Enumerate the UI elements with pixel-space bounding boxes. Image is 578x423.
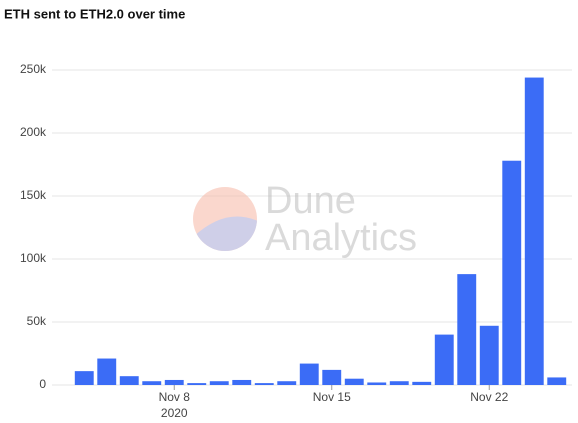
bar — [254, 383, 274, 385]
bar — [187, 383, 207, 385]
y-tick-label: 100k — [20, 251, 47, 265]
bar — [97, 358, 117, 385]
bar — [164, 379, 184, 385]
bar — [412, 381, 432, 385]
bar — [232, 379, 252, 385]
bar — [434, 334, 454, 385]
y-tick-label: 200k — [20, 125, 47, 139]
bar — [344, 378, 364, 385]
bar — [502, 160, 522, 385]
watermark-text: Dune — [265, 180, 356, 222]
watermark-text: Analytics — [265, 217, 417, 259]
bar — [389, 381, 409, 385]
bar — [142, 381, 162, 385]
x-tick-label: Nov 15 — [313, 390, 351, 404]
bar — [457, 274, 477, 385]
x-tick-label: Nov 22 — [470, 390, 508, 404]
bar — [479, 325, 499, 385]
x-tick-label: Nov 8 — [159, 390, 191, 404]
bar — [367, 382, 387, 385]
bar — [299, 363, 319, 385]
bar — [74, 371, 94, 385]
bar — [547, 377, 567, 385]
bar — [119, 376, 139, 385]
y-tick-label: 150k — [20, 188, 47, 202]
watermark: Dune Analytics — [193, 180, 417, 259]
chart-title: ETH sent to ETH2.0 over time — [4, 6, 185, 21]
y-tick-label: 0 — [39, 377, 46, 391]
y-tick-label: 250k — [20, 62, 47, 76]
bar — [209, 381, 229, 385]
bar — [322, 369, 342, 385]
y-tick-label: 50k — [27, 314, 47, 328]
bar — [524, 77, 544, 385]
x-tick-sublabel: 2020 — [161, 406, 188, 420]
bar — [277, 381, 297, 385]
